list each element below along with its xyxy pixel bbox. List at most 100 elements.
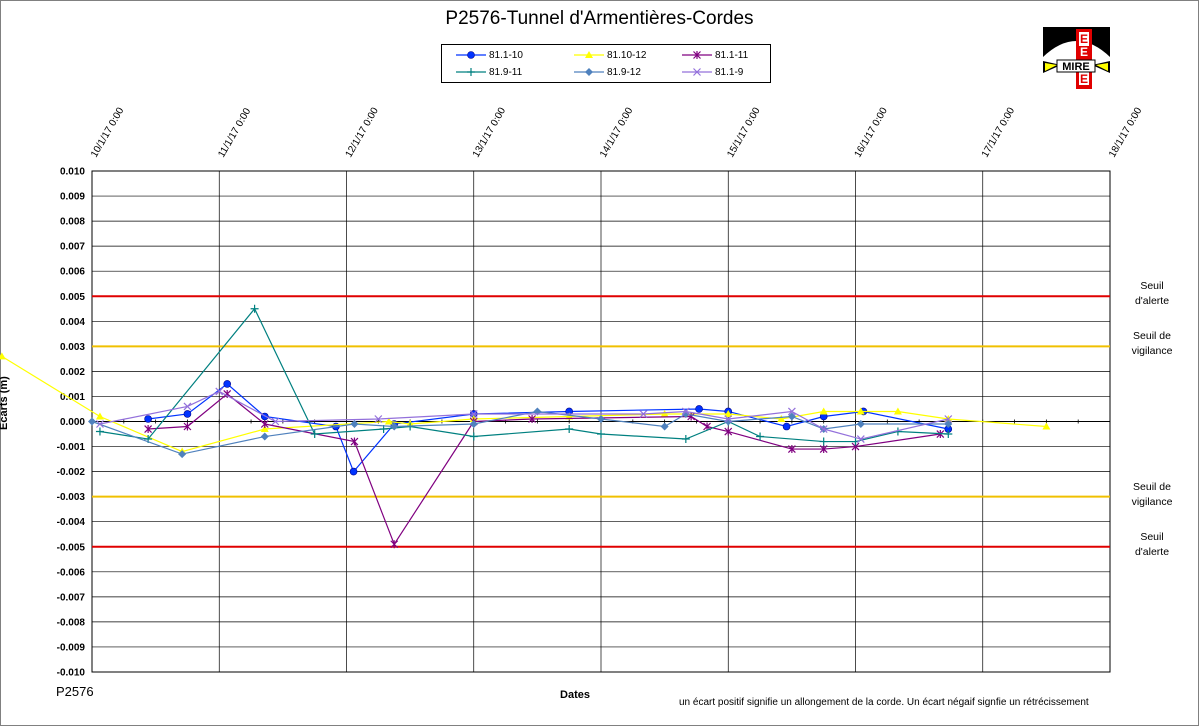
data-point <box>260 420 269 429</box>
legend-swatch <box>574 51 604 58</box>
threshold-label-line: Seuil <box>1140 530 1164 543</box>
threshold-label: Seuil de vigilance <box>1112 329 1192 359</box>
data-point <box>223 380 232 388</box>
data-point <box>724 409 733 417</box>
threshold-label-line: d'alerte <box>1134 545 1170 558</box>
series-line-81.9-11 <box>99 307 949 443</box>
data-point <box>819 425 828 433</box>
data-point <box>787 412 796 421</box>
data-point <box>350 420 359 429</box>
threshold-label-line: Seuil <box>1140 280 1164 293</box>
data-point <box>856 407 865 415</box>
data-point <box>695 405 703 413</box>
x-tick-label: 17/1/17 0:00 <box>980 105 1018 159</box>
y-tick-label: -0.005 <box>57 542 86 553</box>
legend-label: 81.1-10 <box>489 49 523 61</box>
x-tick-label: 12/1/17 0:00 <box>344 105 382 159</box>
data-point <box>856 435 865 443</box>
data-point <box>183 410 192 418</box>
x-tick-label: 15/1/17 0:00 <box>725 105 763 159</box>
data-point <box>250 304 259 313</box>
legend-label: 81.1-11 <box>715 49 749 61</box>
data-point <box>95 412 104 420</box>
y-tick-label: -0.006 <box>57 567 86 578</box>
legend-entry: 81.9-12 <box>574 65 641 79</box>
data-point <box>597 430 605 439</box>
legend-label: 81.10-12 <box>607 49 647 61</box>
legend-entry: 81.1-11 <box>682 48 748 62</box>
threshold-label-line: Seuil de <box>1133 330 1171 343</box>
y-tick-label: -0.007 <box>57 592 86 603</box>
data-point <box>374 415 383 423</box>
data-point <box>856 420 865 429</box>
data-point <box>777 414 786 422</box>
data-point <box>469 420 478 429</box>
chart-legend: 81.1-10 81.10-12 81.1-11 81.9-11 81.9-12 81.1… <box>441 44 771 83</box>
data-point <box>310 430 319 439</box>
y-tick-label: 0.009 <box>60 192 85 203</box>
data-point <box>260 425 269 433</box>
legend-label: 81.9-11 <box>489 66 523 78</box>
data-point <box>350 437 359 446</box>
data-point <box>819 445 828 454</box>
legend-marker <box>585 51 593 58</box>
y-axis-label: Ecarts (m) <box>0 376 10 430</box>
y-tick-label: -0.001 <box>57 442 86 453</box>
data-point <box>178 450 187 459</box>
data-point <box>384 417 393 425</box>
y-tick-label: -0.009 <box>57 642 86 653</box>
data-point <box>96 420 104 428</box>
footer-note: un écart positif signifie un allongement… <box>679 697 1089 708</box>
legend-swatch <box>456 51 486 59</box>
legend-entry: 81.1-10 <box>456 48 523 62</box>
logo-letter: E <box>1080 45 1088 59</box>
data-point <box>660 409 669 417</box>
data-point <box>681 435 690 444</box>
data-point <box>639 410 648 418</box>
data-point <box>724 415 733 423</box>
footer-id-label: P2576 <box>56 684 94 699</box>
mire-logo: E E E MIRE <box>1043 27 1110 91</box>
data-point <box>183 402 192 411</box>
data-point <box>944 420 953 429</box>
y-tick-label: 0.002 <box>60 367 85 378</box>
data-point <box>0 352 6 360</box>
threshold-label-line: d'alerte <box>1134 295 1170 308</box>
data-point <box>88 417 96 426</box>
data-point <box>724 427 733 436</box>
x-tick-label: 14/1/17 0:00 <box>598 105 636 159</box>
legend-entry: 81.9-11 <box>456 65 522 79</box>
y-tick-label: 0.006 <box>60 267 85 278</box>
data-point <box>390 422 399 431</box>
data-point <box>787 445 796 454</box>
data-point <box>144 425 153 434</box>
y-tick-label: -0.010 <box>57 668 86 679</box>
y-tick-label: 0.000 <box>60 417 85 428</box>
legend-label: 81.1-9 <box>715 66 744 78</box>
data-point <box>782 422 791 431</box>
data-point <box>565 412 574 420</box>
data-point <box>787 407 796 416</box>
x-tick-label: 16/1/17 0:00 <box>853 105 891 159</box>
data-point <box>819 437 828 446</box>
data-point <box>349 467 358 476</box>
data-point <box>528 414 536 423</box>
y-tick-label: 0.007 <box>60 242 85 253</box>
x-tick-label: 11/1/17 0:00 <box>216 106 253 159</box>
chart-title: P2576-Tunnel d'Armentières-Cordes <box>445 8 754 29</box>
legend-entry: 81.10-12 <box>574 48 646 62</box>
data-point <box>260 432 269 441</box>
legend-marker <box>693 51 701 59</box>
x-tick-label: 13/1/17 0:00 <box>471 105 509 159</box>
threshold-label: Seuil de vigilance <box>1112 480 1192 510</box>
data-point <box>660 422 669 431</box>
logo-letter: E <box>1080 32 1088 46</box>
data-point <box>1042 422 1051 430</box>
threshold-label-line: vigilance <box>1131 495 1173 508</box>
legend-marker <box>585 68 593 76</box>
y-tick-label: -0.008 <box>57 617 86 628</box>
x-tick-label: 10/1/17 0:00 <box>89 105 127 159</box>
data-point <box>144 415 152 423</box>
x-tick-label: 18/1/17 0:00 <box>1107 105 1145 159</box>
